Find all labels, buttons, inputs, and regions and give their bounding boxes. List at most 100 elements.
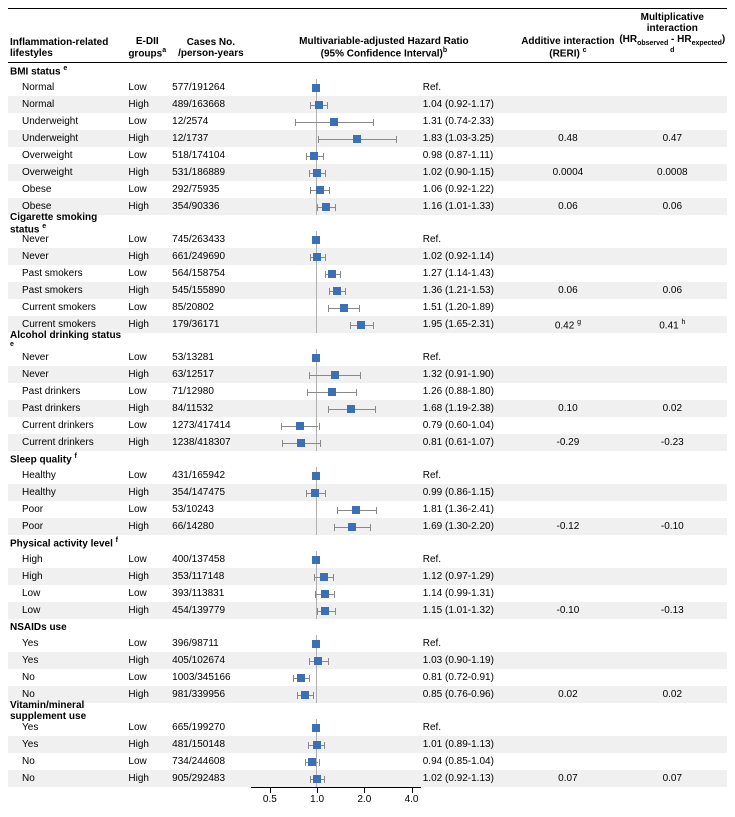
forest-plot-cell	[250, 349, 419, 366]
cases-cell: 564/158754	[172, 268, 250, 279]
reri-cell: 0.06	[518, 201, 617, 212]
hr-marker	[357, 321, 365, 329]
mult-cell: 0.06	[618, 285, 727, 296]
hr-marker	[312, 354, 320, 362]
lifestyle-cell: Underweight	[8, 133, 122, 144]
axis-tick-label: 0.5	[263, 794, 277, 805]
forest-plot-cell	[250, 518, 419, 535]
cases-cell: 518/174104	[172, 150, 250, 161]
hr-text-cell: 1.27 (1.14-1.43)	[419, 268, 518, 279]
cases-cell: 393/113831	[172, 588, 250, 599]
mult-cell: -0.10	[618, 521, 727, 532]
cases-cell: 745/263433	[172, 234, 250, 245]
forest-plot-cell	[250, 79, 419, 96]
cases-cell: 179/36171	[172, 319, 250, 330]
edii-cell: High	[122, 369, 172, 380]
lifestyle-cell: Current drinkers	[8, 437, 122, 448]
hr-text-cell: Ref.	[419, 470, 518, 481]
edii-cell: High	[122, 689, 172, 700]
reri-cell: 0.10	[518, 403, 617, 414]
table-row: ObeseLow292/759351.06 (0.92-1.22)	[8, 181, 727, 198]
edii-cell: Low	[122, 756, 172, 767]
table-row: Past smokersLow564/1587541.27 (1.14-1.43…	[8, 265, 727, 282]
forest-plot-cell	[250, 434, 419, 451]
hr-text-cell: 1.01 (0.89-1.13)	[419, 739, 518, 750]
cases-cell: 63/12517	[172, 369, 250, 380]
hr-text-cell: 1.04 (0.92-1.17)	[419, 99, 518, 110]
cases-cell: 53/10243	[172, 504, 250, 515]
mult-cell: 0.06	[618, 201, 727, 212]
table-row: NeverLow745/263433Ref.	[8, 231, 727, 248]
table-row: NormalLow577/191264Ref.	[8, 79, 727, 96]
edii-cell: Low	[122, 722, 172, 733]
cases-cell: 66/14280	[172, 521, 250, 532]
lifestyle-cell: Yes	[8, 739, 122, 750]
hr-text-cell: 1.81 (1.36-2.41)	[419, 504, 518, 515]
table-row: HighHigh353/1171481.12 (0.97-1.29)	[8, 568, 727, 585]
table-row: NoLow734/2446080.94 (0.85-1.04)	[8, 753, 727, 770]
hr-text-cell: 1.06 (0.92-1.22)	[419, 184, 518, 195]
cases-cell: 12/2574	[172, 116, 250, 127]
lifestyle-cell: Past drinkers	[8, 386, 122, 397]
edii-cell: Low	[122, 352, 172, 363]
hr-marker	[352, 506, 360, 514]
table-row: YesLow396/98711Ref.	[8, 635, 727, 652]
section-header: NSAIDs use	[8, 619, 727, 635]
lifestyle-cell: Overweight	[8, 167, 122, 178]
section-header: Alcohol drinking status e	[8, 333, 727, 349]
cases-cell: 1273/417414	[172, 420, 250, 431]
lifestyle-cell: No	[8, 672, 122, 683]
hr-text-cell: 1.14 (0.99-1.31)	[419, 588, 518, 599]
cases-cell: 1238/418307	[172, 437, 250, 448]
lifestyle-cell: Past drinkers	[8, 403, 122, 414]
hr-text-cell: Ref.	[419, 722, 518, 733]
reri-cell: 0.0004	[518, 167, 617, 178]
forest-plot-cell	[250, 181, 419, 198]
mult-cell: 0.07	[618, 773, 727, 784]
forest-plot-cell	[250, 770, 419, 787]
forest-plot-cell	[250, 753, 419, 770]
hr-marker	[312, 640, 320, 648]
hr-text-cell: Ref.	[419, 352, 518, 363]
lifestyle-cell: No	[8, 773, 122, 784]
lifestyle-cell: Normal	[8, 82, 122, 93]
forest-plot-cell	[250, 400, 419, 417]
lifestyle-cell: Never	[8, 251, 122, 262]
table-row: Current smokersLow85/208021.51 (1.20-1.8…	[8, 299, 727, 316]
reri-cell: 0.06	[518, 285, 617, 296]
cases-cell: 661/249690	[172, 251, 250, 262]
section-header: Sleep quality f	[8, 451, 727, 467]
hr-text-cell: 1.36 (1.21-1.53)	[419, 285, 518, 296]
hr-marker	[322, 203, 330, 211]
edii-cell: High	[122, 201, 172, 212]
table-row: NoLow1003/3451660.81 (0.72-0.91)	[8, 669, 727, 686]
hr-text-cell: 1.16 (1.01-1.33)	[419, 201, 518, 212]
edii-cell: High	[122, 437, 172, 448]
hr-text-cell: 1.68 (1.19-2.38)	[419, 403, 518, 414]
table-row: NeverHigh661/2496901.02 (0.92-1.14)	[8, 248, 727, 265]
table-row: Current drinkersHigh1238/4183070.81 (0.6…	[8, 434, 727, 451]
hr-marker	[328, 388, 336, 396]
cases-cell: 665/199270	[172, 722, 250, 733]
edii-cell: High	[122, 403, 172, 414]
hdr-mult: Multiplicative interaction (HRobserved -…	[618, 12, 727, 59]
hr-text-cell: 1.12 (0.97-1.29)	[419, 571, 518, 582]
edii-cell: High	[122, 133, 172, 144]
hr-marker	[331, 371, 339, 379]
reri-cell: 0.02	[518, 689, 617, 700]
forest-plot-cell	[250, 501, 419, 518]
edii-cell: Low	[122, 554, 172, 565]
lifestyle-cell: Current smokers	[8, 302, 122, 313]
lifestyle-cell: Poor	[8, 521, 122, 532]
lifestyle-cell: Yes	[8, 722, 122, 733]
hdr-edii: E-DII groupsa	[122, 36, 172, 59]
forest-plot-cell	[250, 366, 419, 383]
reri-cell: 0.42 g	[518, 319, 617, 331]
reri-cell: 0.07	[518, 773, 617, 784]
cases-cell: 431/165942	[172, 470, 250, 481]
edii-cell: Low	[122, 234, 172, 245]
lifestyle-cell: Healthy	[8, 470, 122, 481]
hr-text-cell: 1.15 (1.01-1.32)	[419, 605, 518, 616]
forest-plot-cell	[250, 198, 419, 215]
edii-cell: High	[122, 167, 172, 178]
